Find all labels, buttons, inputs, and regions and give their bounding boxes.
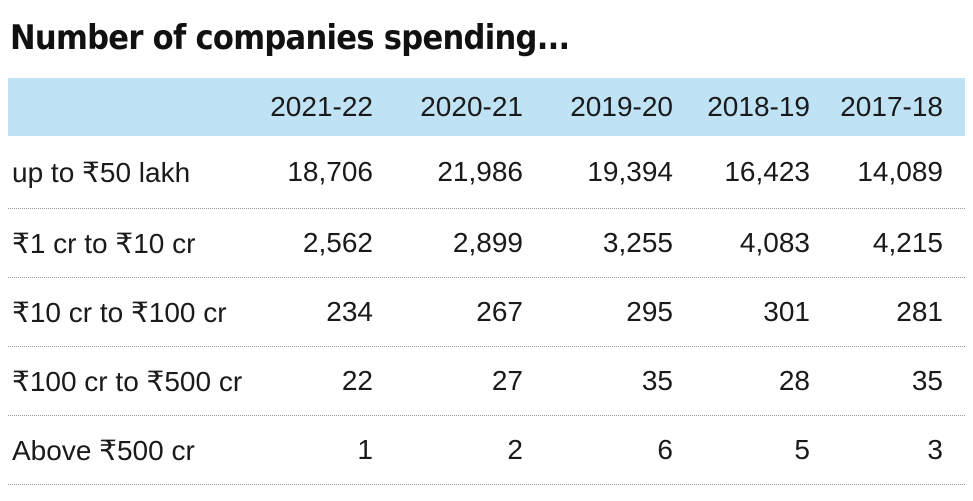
table-cell: 1 bbox=[357, 434, 373, 465]
table-cell: 21,986 bbox=[437, 156, 523, 187]
table-cell: 27 bbox=[491, 365, 523, 396]
row-label: up to ₹50 lakh bbox=[12, 156, 191, 188]
table-cell: 19,394 bbox=[587, 156, 673, 187]
table-cell: 3,255 bbox=[602, 227, 673, 258]
column-header-2019-20: 2019-20 bbox=[570, 91, 673, 122]
table-cell: 22 bbox=[341, 365, 373, 396]
table-cell: 18,706 bbox=[287, 156, 373, 187]
column-header-2021-22: 2021-22 bbox=[270, 91, 373, 122]
column-header-2018-19: 2018-19 bbox=[707, 91, 810, 122]
table-row: ₹1 cr to ₹10 cr 2,562 2,899 3,255 4,083 … bbox=[8, 209, 965, 278]
table-cell: 35 bbox=[641, 365, 673, 396]
table-cell: 4,215 bbox=[872, 227, 943, 258]
table-cell: 16,423 bbox=[724, 156, 810, 187]
row-label: ₹1 cr to ₹10 cr bbox=[12, 227, 196, 259]
table-cell: 267 bbox=[476, 296, 523, 327]
table-title: Number of companies spending... bbox=[10, 18, 570, 58]
table-row: ₹10 cr to ₹100 cr 234 267 295 301 281 bbox=[8, 278, 965, 347]
table-cell: 3 bbox=[927, 434, 943, 465]
table-row: up to ₹50 lakh 18,706 21,986 19,394 16,4… bbox=[8, 136, 965, 209]
row-label: Above ₹500 cr bbox=[12, 434, 195, 466]
table-cell: 2,899 bbox=[452, 227, 523, 258]
row-label: ₹10 cr to ₹100 cr bbox=[12, 296, 227, 328]
column-header-2017-18: 2017-18 bbox=[840, 91, 943, 122]
table-cell: 2 bbox=[507, 434, 523, 465]
table-cell: 281 bbox=[896, 296, 943, 327]
column-header-2020-21: 2020-21 bbox=[420, 91, 523, 122]
data-table: 2021-22 2020-21 2019-20 2018-19 2017-18 … bbox=[8, 78, 965, 485]
table-cell: 2,562 bbox=[302, 227, 373, 258]
table-header-row: 2021-22 2020-21 2019-20 2018-19 2017-18 bbox=[8, 78, 965, 136]
table-row: ₹100 cr to ₹500 cr 22 27 35 28 35 bbox=[8, 347, 965, 416]
table-cell: 14,089 bbox=[857, 156, 943, 187]
table-cell: 301 bbox=[763, 296, 810, 327]
row-label: ₹100 cr to ₹500 cr bbox=[12, 365, 243, 397]
table-cell: 234 bbox=[326, 296, 373, 327]
table-row: Above ₹500 cr 1 2 6 5 3 bbox=[8, 416, 965, 485]
table-cell: 6 bbox=[657, 434, 673, 465]
table-cell: 4,083 bbox=[739, 227, 810, 258]
table-cell: 5 bbox=[794, 434, 810, 465]
table-cell: 295 bbox=[626, 296, 673, 327]
table-cell: 28 bbox=[778, 365, 810, 396]
table-cell: 35 bbox=[911, 365, 943, 396]
